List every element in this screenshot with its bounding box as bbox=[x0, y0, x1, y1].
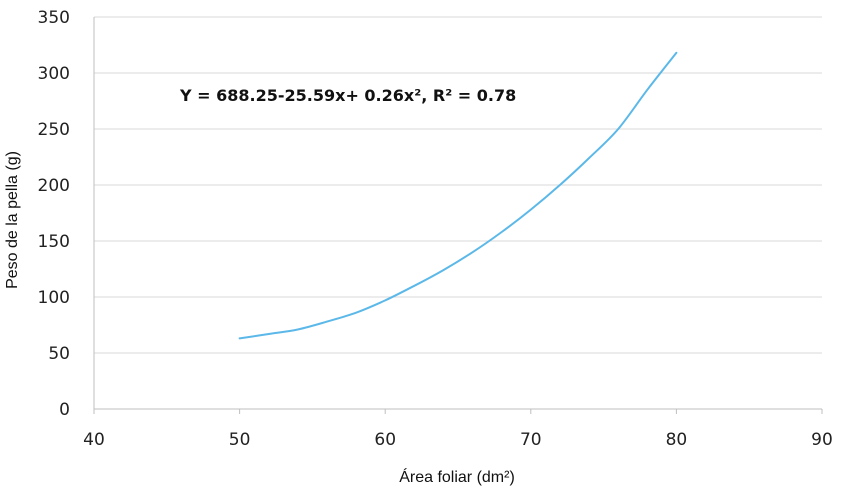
y-tick-label: 200 bbox=[38, 176, 70, 196]
y-tick-label: 100 bbox=[38, 288, 70, 308]
equation-annotation: Y = 688.25-25.59x+ 0.26x², R² = 0.78 bbox=[179, 86, 516, 105]
x-tick-label: 70 bbox=[520, 430, 542, 450]
y-tick-label: 50 bbox=[48, 344, 70, 364]
y-axis-ticks: 0 50 100 150 200 250 300 350 bbox=[38, 8, 70, 420]
y-tick-label: 0 bbox=[59, 400, 70, 420]
series-line bbox=[238, 51, 678, 340]
y-tick-label: 150 bbox=[38, 232, 70, 252]
x-tick-label: 60 bbox=[374, 430, 396, 450]
gridlines bbox=[93, 16, 822, 410]
x-tick-label: 50 bbox=[229, 430, 251, 450]
x-tick-label: 90 bbox=[811, 430, 833, 450]
x-tick-label: 40 bbox=[83, 430, 105, 450]
y-tick-label: 350 bbox=[38, 8, 70, 28]
series-group bbox=[238, 51, 678, 340]
y-tick-label: 250 bbox=[38, 120, 70, 140]
y-axis-title: Peso de la pella (g) bbox=[4, 151, 21, 289]
x-axis-title: Área foliar (dm²) bbox=[399, 467, 515, 486]
x-axis-ticks: 40 50 60 70 80 90 bbox=[83, 409, 833, 450]
y-tick-label: 300 bbox=[38, 64, 70, 84]
x-tick-label: 80 bbox=[666, 430, 688, 450]
